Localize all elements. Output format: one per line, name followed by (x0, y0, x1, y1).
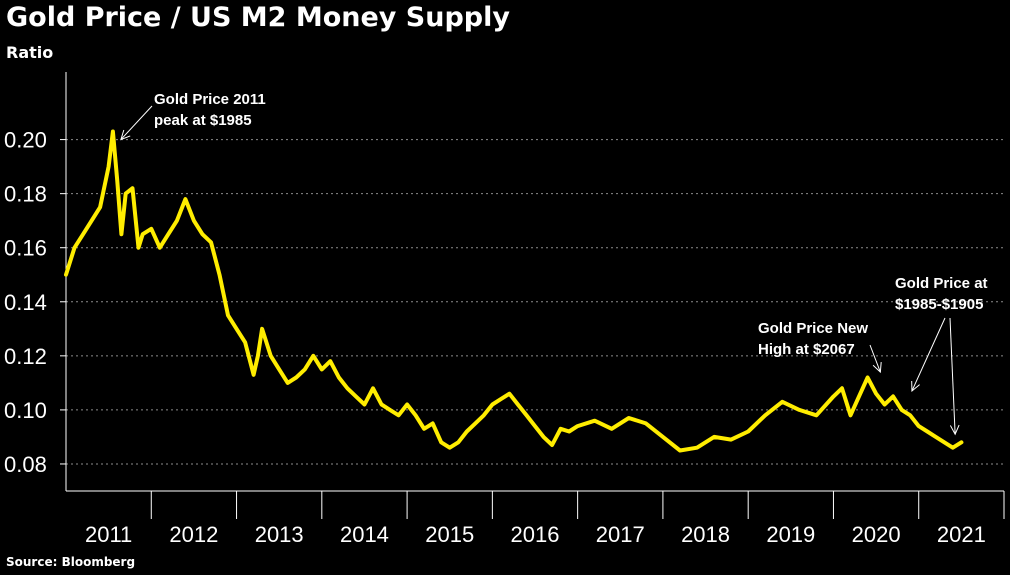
chart-subtitle: Ratio (6, 43, 54, 62)
chart-source: Source: Bloomberg (6, 555, 136, 569)
grid-layer (66, 139, 1004, 465)
annotation-new-high-line: Gold Price New (758, 320, 868, 337)
x-tick-label: 2019 (766, 522, 815, 547)
x-tick-label: 2020 (852, 522, 901, 547)
annotation-new-high-arrowhead (872, 362, 882, 374)
y-tick-label: 0.16 (4, 236, 47, 261)
annotation-2011-peak-arrow (120, 105, 153, 140)
series-layer (64, 129, 964, 453)
y-tick-label: 0.12 (4, 344, 47, 369)
x-tick-label: 2014 (340, 522, 389, 547)
x-tick-label: 2013 (255, 522, 304, 547)
y-tick-label: 0.14 (4, 290, 47, 315)
x-tick-label: 2015 (425, 522, 474, 547)
axis-layer: 0.08 0.10 0.12 0.14 0.16 0.18 0.20 2011 2012 2013… (4, 72, 1005, 547)
x-tick-label: 2017 (596, 522, 645, 547)
annotation-1985-1905-a-arrowhead (911, 380, 920, 393)
annotation-1985-1905-label: Gold Price at $1985-$1905 (895, 275, 988, 313)
annotation-2011-peak-line: Gold Price 2011 (154, 91, 266, 108)
annotation-1985-1905-b-arrowhead (949, 424, 960, 436)
x-tick-label: 2021 (937, 522, 986, 547)
annotation-1985-1905-a-arrow (911, 317, 946, 392)
annotation-2011-peak-line: peak at $1985 (154, 112, 252, 129)
annotation-1985-1905-b-arrow (949, 317, 956, 435)
annotation-1985-1905-line: $1985-$1905 (895, 296, 983, 313)
annotation-layer: Gold Price 2011 peak at $1985 Gold Price N… (120, 91, 988, 436)
x-tick-label: 2016 (511, 522, 560, 547)
annotation-new-high-line: High at $2067 (758, 341, 855, 358)
chart-title: Gold Price / US M2 Money Supply (6, 2, 510, 33)
annotation-1985-1905-line: Gold Price at (895, 275, 988, 292)
y-tick-label: 0.20 (4, 128, 47, 153)
annotation-new-high-arrow (869, 344, 881, 373)
series-line (64, 129, 964, 453)
annotation-new-high-label: Gold Price New High at $2067 (758, 320, 868, 358)
y-tick-label: 0.10 (4, 398, 47, 423)
annotation-2011-peak-label: Gold Price 2011 peak at $1985 (154, 91, 266, 129)
y-tick-label: 0.08 (4, 452, 47, 477)
annotation-2011-peak-arrowhead (120, 129, 131, 141)
x-tick-label: 2018 (681, 522, 730, 547)
x-tick-label: 2012 (169, 522, 218, 547)
y-tick-label: 0.18 (4, 182, 47, 207)
x-tick-label: 2011 (85, 522, 132, 547)
